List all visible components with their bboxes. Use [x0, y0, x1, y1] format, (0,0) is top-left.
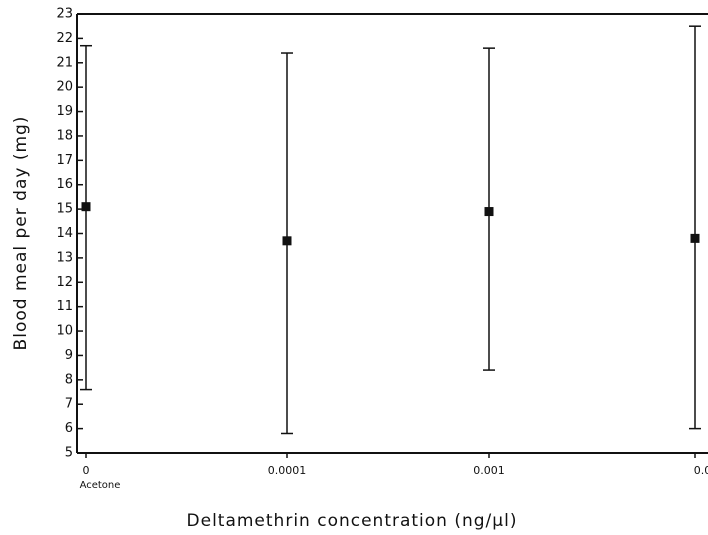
y-tick-label: 10 [56, 324, 73, 339]
x-tick-sublabel: Acetone [80, 480, 121, 491]
y-tick-label: 11 [56, 299, 73, 314]
y-tick-label: 21 [56, 55, 73, 70]
y-tick-label: 14 [56, 226, 73, 241]
y-axis-title: Blood meal per day (mg) [11, 116, 31, 351]
y-tick-label: 8 [65, 372, 73, 387]
y-tick-label: 20 [56, 80, 73, 95]
y-tick-label: 5 [65, 446, 73, 461]
data-markers [81, 202, 700, 246]
y-tick-label: 19 [56, 104, 73, 119]
y-tick-label: 17 [56, 153, 73, 168]
y-tick-label: 9 [65, 348, 73, 363]
chart-axes [76, 13, 708, 454]
y-tick-label: 15 [56, 202, 73, 217]
y-tick-label: 16 [56, 177, 73, 192]
x-axis-title: Deltamethrin concentration (ng/µl) [187, 511, 518, 531]
y-tick-label: 18 [56, 128, 73, 143]
x-ticks: 0 Acetone 0.0001 0.001 0.01 [80, 453, 708, 491]
y-tick-label: 6 [65, 421, 73, 436]
x-tick-label: 0.01 [694, 464, 708, 477]
x-tick-label: 0.001 [473, 464, 505, 477]
x-tick-label: 0 [83, 464, 90, 477]
y-tick-label: 22 [56, 31, 73, 46]
y-tick-label: 23 [56, 7, 73, 22]
y-tick-label: 12 [56, 275, 73, 290]
y-tick-label: 7 [65, 397, 73, 412]
y-tick-label: 13 [56, 250, 73, 265]
data-point [690, 233, 700, 243]
data-point [81, 202, 91, 212]
x-tick-label: 0.0001 [268, 464, 307, 477]
data-point [282, 236, 292, 246]
error-bars [80, 25, 701, 435]
data-point [484, 207, 494, 217]
y-ticks: 5 6 7 8 9 10 11 12 13 14 15 16 17 18 19 20 21 22 23 [56, 7, 83, 461]
